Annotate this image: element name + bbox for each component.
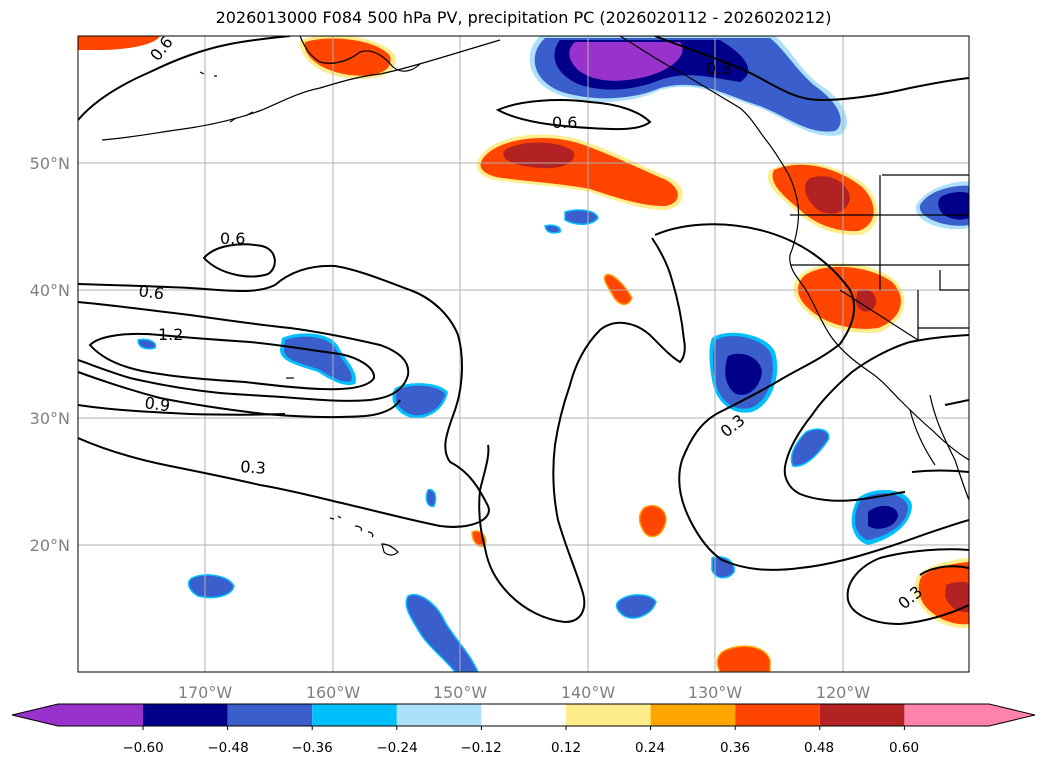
- lon-tick: 130°W: [688, 683, 743, 702]
- colorbar-tick-label: −0.48: [207, 740, 248, 756]
- latitude-tick-labels: 50°N 40°N 30°N 20°N: [30, 154, 70, 555]
- colorbar-cell: [312, 704, 397, 726]
- longitude-tick-labels: 170°W 160°W 150°W 140°W 130°W 120°W: [178, 683, 871, 702]
- colorbar-tick-label: −0.12: [460, 740, 501, 756]
- colorbar-ticks: [142, 726, 905, 730]
- colorbar-tick-label: 0.48: [804, 740, 834, 756]
- map-title: 2026013000 F084 500 hPa PV, precipitatio…: [215, 8, 832, 27]
- colorbar-tick-label: 0.12: [551, 740, 581, 756]
- map-plot-area: 0.6 0.6 0.3 0.6 0.6 1.2 0.9 0.3 0.3 0.3: [77, 35, 970, 673]
- colorbar-cell: [227, 704, 313, 726]
- colorbar-tick-label: 0.60: [889, 740, 919, 756]
- lon-tick: 170°W: [178, 683, 233, 702]
- colorbar: −0.60 −0.48 −0.36 −0.24 −0.12 0.12 0.24 …: [11, 703, 1036, 756]
- contour-label: 0.3: [706, 59, 731, 78]
- colorbar-tick-labels: −0.60 −0.48 −0.36 −0.24 −0.12 0.12 0.24 …: [122, 740, 919, 756]
- lon-tick: 150°W: [433, 683, 488, 702]
- colorbar-tick-label: −0.60: [122, 740, 163, 756]
- lat-tick: 50°N: [30, 154, 70, 173]
- lat-tick: 20°N: [30, 536, 70, 555]
- lon-tick: 140°W: [561, 683, 616, 702]
- colorbar-cell: [904, 704, 989, 726]
- colorbar-tick-label: −0.24: [376, 740, 417, 756]
- colorbar-tick-label: 0.36: [720, 740, 750, 756]
- colorbar-extend-low: [12, 704, 58, 726]
- coastlines: [101, 36, 969, 501]
- colorbar-cell: [566, 704, 651, 726]
- contour-label: 0.6: [137, 281, 165, 303]
- lon-tick: 120°W: [816, 683, 871, 702]
- colorbar-cells: [11, 703, 1036, 727]
- contour-label: 0.9: [143, 393, 171, 415]
- contour-label: 0.6: [552, 113, 577, 132]
- colorbar-cell: [143, 704, 228, 726]
- lat-tick: 30°N: [30, 409, 70, 428]
- colorbar-cell: [819, 704, 905, 726]
- colorbar-cell: [650, 704, 736, 726]
- contour-label: 0.3: [240, 457, 267, 478]
- colorbar-cell: [735, 704, 820, 726]
- islands: [199, 71, 399, 556]
- colorbar-cell: [481, 704, 566, 726]
- colorbar-cell: [58, 704, 143, 726]
- colorbar-outline: [11, 703, 1036, 727]
- colorbar-tick-label: 0.24: [635, 740, 665, 756]
- colorbar-cell: [396, 704, 482, 726]
- contour-label: 1.2: [158, 325, 183, 344]
- lon-tick: 160°W: [306, 683, 361, 702]
- pv-contours: [78, 36, 969, 626]
- colorbar-tick-label: −0.36: [291, 740, 332, 756]
- colorbar-extend-high: [989, 704, 1035, 726]
- lat-tick: 40°N: [30, 281, 70, 300]
- contour-label: 0.6: [220, 229, 245, 248]
